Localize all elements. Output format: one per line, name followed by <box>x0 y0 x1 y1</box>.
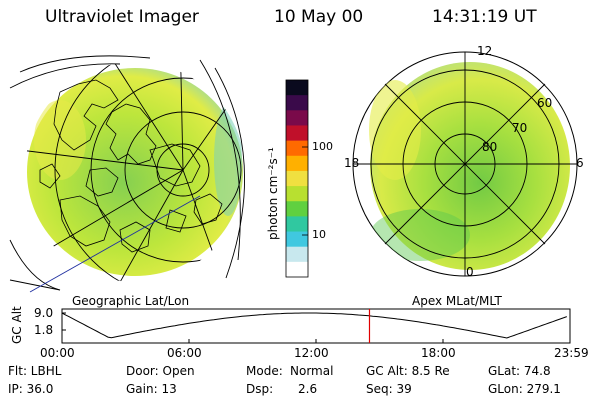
time-label: 14:31:19 UT <box>432 7 537 27</box>
mlat-label-70: 70 <box>512 121 528 135</box>
mlt-label-0: 0 <box>466 265 474 279</box>
seq-info: Seq: 39 <box>366 382 412 396</box>
coastlines <box>39 79 223 253</box>
dsp-value: 2.6 <box>298 382 318 396</box>
colorbar-cell <box>286 125 308 142</box>
colorbar-cell <box>286 140 308 157</box>
colorbar-tick-100: 100 <box>312 140 333 153</box>
right-panel-caption: Apex MLat/MLT <box>412 294 502 308</box>
projection-arcs <box>9 55 245 291</box>
colorbar-cell <box>286 201 308 217</box>
right-image-disk <box>370 62 570 270</box>
timeline-xtick-0000: 00:00 <box>40 346 75 360</box>
altitude-curve <box>61 312 567 339</box>
colorbar-unit-label: photon cm⁻²s⁻¹ <box>266 147 280 240</box>
colorbar <box>285 79 309 278</box>
left-panel-caption: Geographic Lat/Lon <box>72 294 190 308</box>
timeline-xtick-1200: 12:00 <box>294 346 329 360</box>
instrument-title: Ultraviolet Imager <box>45 7 199 27</box>
colorbar-tick-10: 10 <box>312 228 326 241</box>
mlat-label-60: 60 <box>537 96 553 110</box>
glon-info: GLon: 279.1 <box>488 382 561 396</box>
door-info: Door: Open <box>126 364 195 378</box>
colorbar-cell <box>286 216 308 233</box>
colorbar-gradient <box>286 80 308 278</box>
mlat-mlt-grid <box>353 52 577 276</box>
dsp-label: Dsp: <box>246 382 274 396</box>
gc-alt-info: GC Alt: 8.5 Re <box>366 364 450 378</box>
date-label: 10 May 00 <box>274 7 364 27</box>
colorbar-cell <box>286 110 308 126</box>
geographic-map <box>9 55 245 293</box>
colorbar-cell <box>286 231 308 248</box>
mlt-label-12: 12 <box>477 44 493 58</box>
gain-info: Gain: 13 <box>126 382 177 396</box>
colorbar-cell <box>286 261 308 278</box>
colorbar-cell <box>286 80 308 96</box>
colorbar-cell <box>286 155 308 172</box>
timeline-xtick-2359: 23:59 <box>554 346 589 360</box>
mlt-label-18: 18 <box>344 156 360 170</box>
mlt-label-6: 6 <box>576 156 584 170</box>
timeline-plot <box>61 308 571 344</box>
terminator-line <box>29 195 201 293</box>
timeline-xtick-1800: 18:00 <box>421 346 456 360</box>
mode-value: Normal <box>290 364 334 378</box>
ip-info: IP: 36.0 <box>8 382 54 396</box>
filter-info: Flt: LBHL <box>8 364 62 378</box>
colorbar-cell <box>286 186 308 202</box>
glat-info: GLat: 74.8 <box>488 364 551 378</box>
apex-polar-map <box>352 51 578 277</box>
timeline-ytick-high: 9.0 <box>34 306 54 320</box>
timeline-xtick-0600: 06:00 <box>167 346 202 360</box>
colorbar-cell <box>286 170 308 187</box>
mlat-label-80: 80 <box>482 140 498 154</box>
timeline-ytick-low: 1.8 <box>34 323 54 337</box>
mode-label: Mode: <box>246 364 283 378</box>
timeline-axis-title: GC Alt <box>10 306 24 344</box>
colorbar-cell <box>286 95 308 111</box>
colorbar-cell <box>286 246 308 263</box>
